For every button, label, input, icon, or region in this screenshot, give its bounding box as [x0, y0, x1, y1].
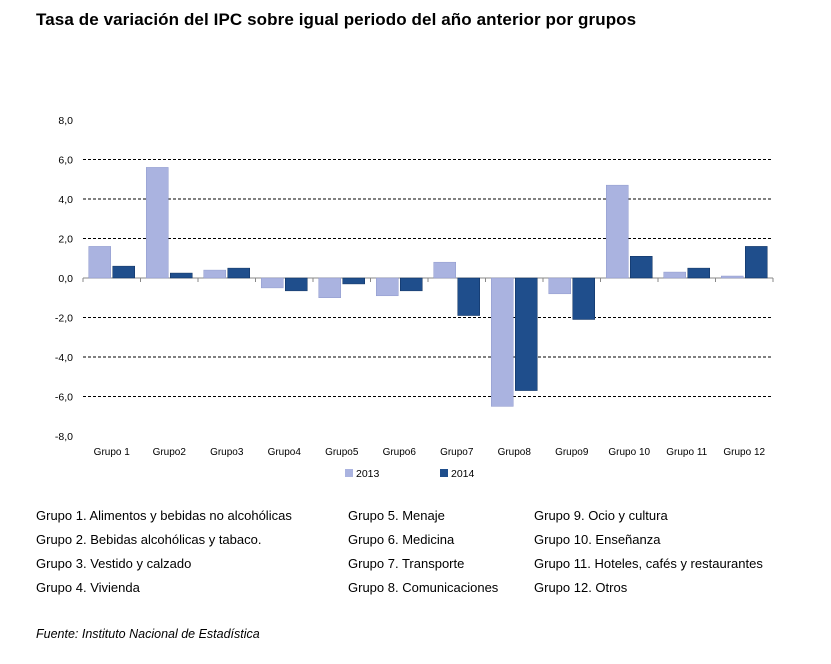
x-tick-label: Grupo9 [555, 447, 589, 458]
x-tick-label: Grupo2 [153, 447, 187, 458]
group-legend-col-2: Grupo 5. Menaje Grupo 6. Medicina Grupo … [348, 507, 498, 603]
bar-2013 [261, 277, 284, 289]
group-legend-item: Grupo 1. Alimentos y bebidas no alcohóli… [36, 508, 292, 523]
bar-2014 [515, 277, 538, 391]
y-tick-label: -8,0 [55, 431, 73, 443]
bar-2014 [285, 277, 308, 292]
bar-2013 [318, 277, 341, 298]
bar-2013 [146, 167, 169, 279]
bar-2013 [88, 246, 111, 279]
bar-2013 [376, 277, 399, 297]
x-tick-label: Grupo3 [210, 447, 244, 458]
group-legend-item: Grupo 9. Ocio y cultura [534, 508, 668, 523]
y-tick-label: 4,0 [58, 194, 73, 206]
group-legend-col-1: Grupo 1. Alimentos y bebidas no alcohóli… [36, 507, 292, 603]
x-tick-label: Grupo 12 [723, 447, 765, 458]
bar-2014 [400, 277, 423, 292]
group-legend-item: Grupo 4. Vivienda [36, 580, 140, 595]
group-legend-item: Grupo 8. Comunicaciones [348, 580, 499, 595]
x-tick-label: Grupo 1 [94, 447, 131, 458]
group-legend-item: Grupo 7. Transporte [348, 556, 465, 571]
group-legend-item: Grupo 2. Bebidas alcohólicas y tabaco. [36, 532, 262, 547]
y-tick-label: 8,0 [58, 115, 73, 127]
bar-2014 [227, 267, 250, 279]
y-axis-ticks: -8,0 -6,0 -4,0 -2,0 0,0 2,0 4,0 6,0 8,0 [55, 115, 73, 443]
bar-2013 [203, 269, 226, 279]
bar-2014 [112, 265, 135, 279]
y-tick-label: 2,0 [58, 234, 73, 246]
group-legend-col-3: Grupo 9. Ocio y cultura Grupo 10. Enseña… [534, 507, 763, 603]
group-legend-item: Grupo 5. Menaje [348, 508, 445, 523]
legend-swatch-2013 [345, 469, 353, 477]
y-tick-label: 0,0 [58, 273, 73, 285]
bar-2013 [721, 275, 744, 279]
legend-label: 2013 [356, 468, 380, 480]
x-tick-label: Grupo7 [440, 447, 474, 458]
bar-2014 [342, 277, 365, 285]
bar-2014 [457, 277, 480, 316]
group-legend: Grupo 1. Alimentos y bebidas no alcohóli… [0, 507, 831, 607]
x-tick-label: Grupo6 [383, 447, 417, 458]
group-legend-item: Grupo 12. Otros [534, 580, 628, 595]
bars [88, 167, 768, 407]
legend-label: 2014 [451, 468, 475, 480]
group-legend-item: Grupo 11. Hoteles, cafés y restaurantes [534, 556, 763, 571]
bar-2014 [630, 256, 653, 279]
bar-2013 [491, 277, 514, 407]
legend-swatch-2014 [440, 469, 448, 477]
x-tick-label: Grupo 11 [666, 447, 707, 458]
x-tick-label: Grupo8 [498, 447, 532, 458]
group-legend-item: Grupo 6. Medicina [348, 532, 455, 547]
x-axis-labels: Grupo 1 Grupo2 Grupo3 Grupo4 Grupo5 Grupo6 Gru… [94, 447, 766, 458]
bar-2013 [663, 271, 686, 279]
bar-2013 [606, 184, 629, 279]
y-tick-label: -2,0 [55, 313, 73, 325]
y-tick-label: 6,0 [58, 155, 73, 167]
series-legend: 2013 2014 [345, 468, 475, 480]
bar-2013 [548, 277, 571, 295]
y-tick-label: -4,0 [55, 352, 73, 364]
bar-2014 [170, 272, 193, 279]
chart-title: Tasa de variación del IPC sobre igual pe… [36, 10, 637, 29]
x-tick-label: Grupo 10 [608, 447, 650, 458]
x-tick-label: Grupo4 [268, 447, 302, 458]
x-tick-label: Grupo5 [325, 447, 359, 458]
bar-2014 [572, 277, 595, 320]
y-tick-label: -6,0 [55, 392, 73, 404]
group-legend-item: Grupo 10. Enseñanza [534, 532, 661, 547]
group-legend-item: Grupo 3. Vestido y calzado [36, 556, 192, 571]
bar-2013 [433, 261, 456, 279]
bar-2014 [745, 246, 768, 279]
bar-2014 [687, 267, 710, 279]
source-note: Fuente: Instituto Nacional de Estadístic… [36, 627, 260, 641]
gridlines [82, 159, 774, 397]
